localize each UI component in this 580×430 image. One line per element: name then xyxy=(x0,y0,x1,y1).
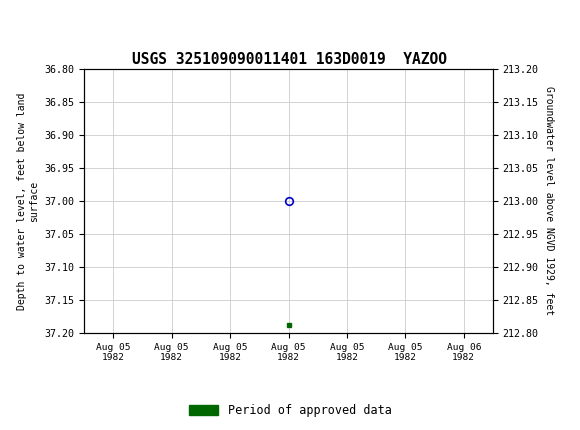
Text: ≡USGS: ≡USGS xyxy=(9,13,85,32)
Text: USGS 325109090011401 163D0019  YAZOO: USGS 325109090011401 163D0019 YAZOO xyxy=(132,52,448,67)
Y-axis label: Groundwater level above NGVD 1929, feet: Groundwater level above NGVD 1929, feet xyxy=(544,86,554,316)
Y-axis label: Depth to water level, feet below land
surface: Depth to water level, feet below land su… xyxy=(17,92,39,310)
Legend: Period of approved data: Period of approved data xyxy=(184,399,396,422)
